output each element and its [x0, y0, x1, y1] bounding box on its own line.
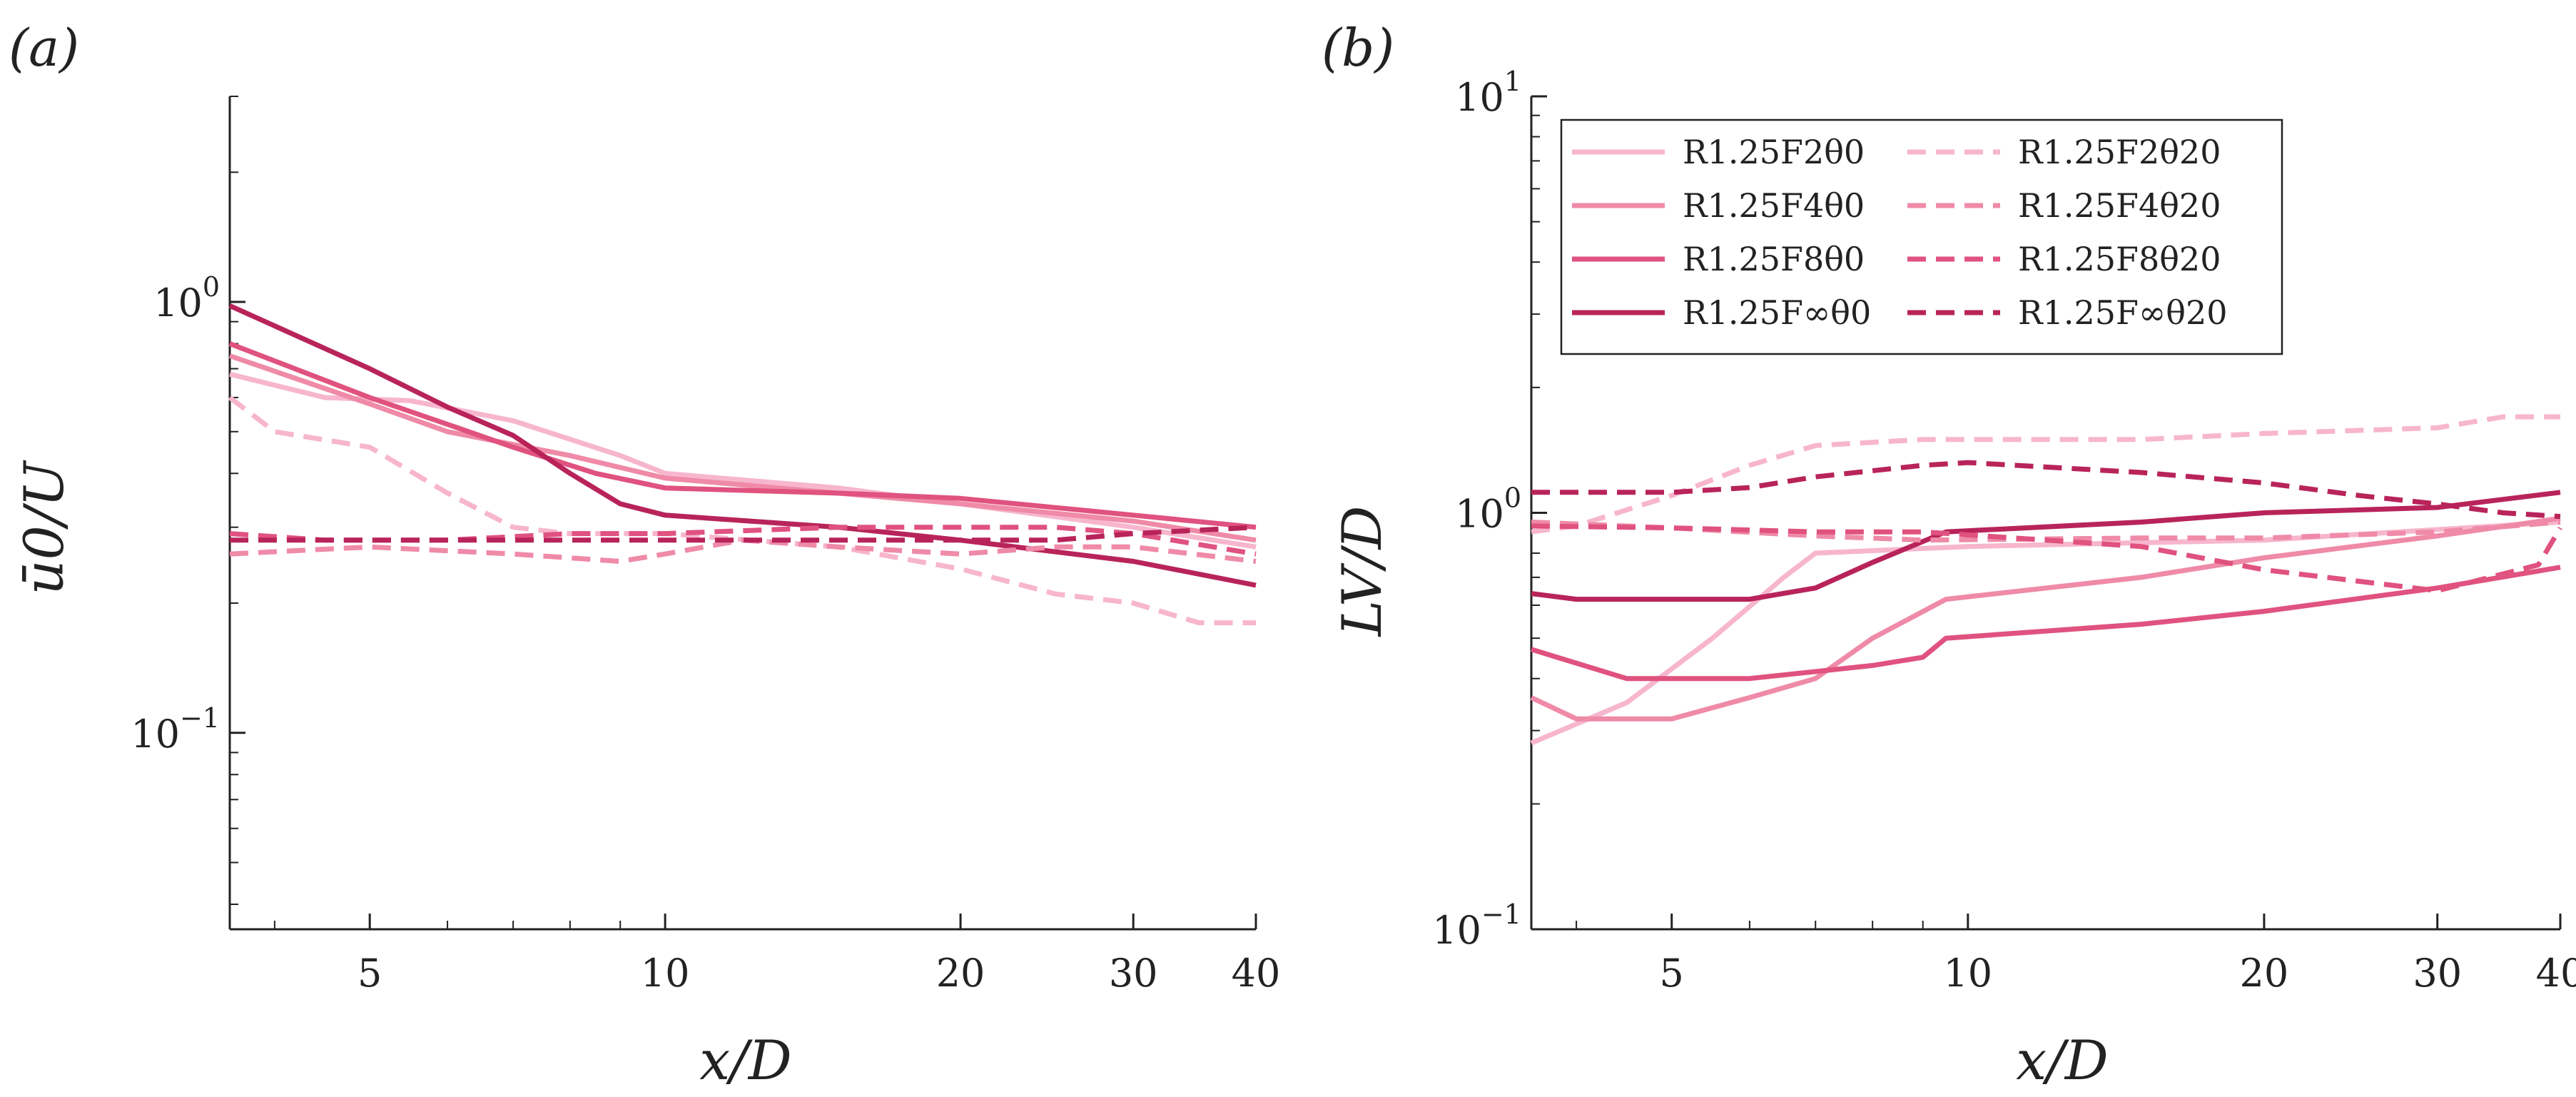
- y-tick-label-a: 100: [153, 271, 220, 325]
- legend-item: R1.25F∞θ20: [1907, 293, 2228, 332]
- panel-b: (b) 5 10 20 30 40 10−1 100 101 x/D LV/D: [1322, 18, 2576, 1092]
- legend-item: R1.25F8θ20: [1907, 240, 2221, 278]
- series-line-a-1: [228, 353, 1257, 543]
- series-line-b-4: [1531, 414, 2560, 535]
- x-tick-label-b: 40: [2536, 951, 2576, 996]
- legend-item: R1.25F4θ20: [1907, 186, 2221, 225]
- plot-a-area: 5 10 20 30 40 10−1 100: [131, 96, 1280, 996]
- legend-item: R1.25F2θ0: [1572, 133, 1865, 171]
- x-tick-label-b: 30: [2413, 951, 2462, 996]
- legend-items: R1.25F2θ0 R1.25F4θ0 R1.25F8θ0 R1.25F∞θ0 R1.2…: [1572, 133, 2228, 332]
- series-line-a-3: [228, 303, 1257, 588]
- legend-item: R1.25F8θ0: [1572, 240, 1865, 278]
- y-tick-label-a: 10−1: [131, 702, 220, 757]
- series-line-b-2: [1530, 565, 2561, 682]
- x-tick-label-a: 10: [641, 951, 690, 996]
- x-tick-label-a: 30: [1109, 951, 1158, 996]
- panel-b-xlabel: x/D: [2016, 1028, 2108, 1092]
- x-tick-label-a: 20: [936, 951, 985, 996]
- series-line-a-7: [230, 525, 1257, 543]
- y-tick-label-b: 100: [1455, 482, 1521, 537]
- x-tick-label-a: 5: [358, 951, 382, 996]
- legend-label: R1.25F8θ0: [1683, 240, 1865, 278]
- series-line-b-1: [1530, 515, 2561, 722]
- legend-label: R1.25F8θ20: [2018, 240, 2221, 278]
- plot-b-area: 5 10 20 30 40 10−1 100 101: [1432, 66, 2576, 996]
- x-tick-label-b: 10: [1943, 951, 1992, 996]
- y-tick-label-b: 101: [1455, 66, 1521, 120]
- series-line-b-7: [1531, 460, 2561, 520]
- legend-label: R1.25F∞θ0: [1683, 293, 1871, 332]
- panel-a: (a) 5 10 20 30 40 10−1 100 x/D ū0/U: [9, 18, 1280, 1092]
- panel-a-ylabel: ū0/U: [12, 460, 76, 595]
- legend-label: R1.25F2θ20: [2018, 133, 2221, 171]
- legend: R1.25F2θ0 R1.25F4θ0 R1.25F8θ0 R1.25F∞θ0 R1.2…: [1560, 118, 2283, 355]
- x-tick-label-b: 5: [1660, 951, 1684, 996]
- x-tick-label-b: 20: [2240, 951, 2289, 996]
- legend-label: R1.25F4θ0: [1683, 186, 1865, 225]
- panel-b-ylabel: LV/D: [1330, 506, 1394, 638]
- legend-item: R1.25F∞θ0: [1572, 293, 1871, 332]
- series-line-a-2: [228, 341, 1257, 530]
- x-tick-label-a: 40: [1232, 951, 1281, 996]
- y-tick-label-b: 10−1: [1432, 899, 1521, 953]
- legend-label: R1.25F4θ20: [2018, 186, 2221, 225]
- panel-b-label: (b): [1322, 18, 1394, 78]
- series-line-b-6: [1531, 523, 2563, 594]
- series-line-a-5: [229, 537, 1257, 564]
- series-line-b-0: [1530, 520, 2561, 746]
- series-line-b-3: [1531, 490, 2561, 602]
- panel-a-label: (a): [9, 18, 79, 78]
- legend-label: R1.25F2θ0: [1683, 133, 1865, 171]
- panel-a-xlabel: x/D: [699, 1028, 791, 1092]
- legend-label: R1.25F∞θ20: [2018, 293, 2228, 332]
- legend-item: R1.25F4θ0: [1572, 186, 1865, 225]
- legend-item: R1.25F2θ20: [1907, 133, 2221, 171]
